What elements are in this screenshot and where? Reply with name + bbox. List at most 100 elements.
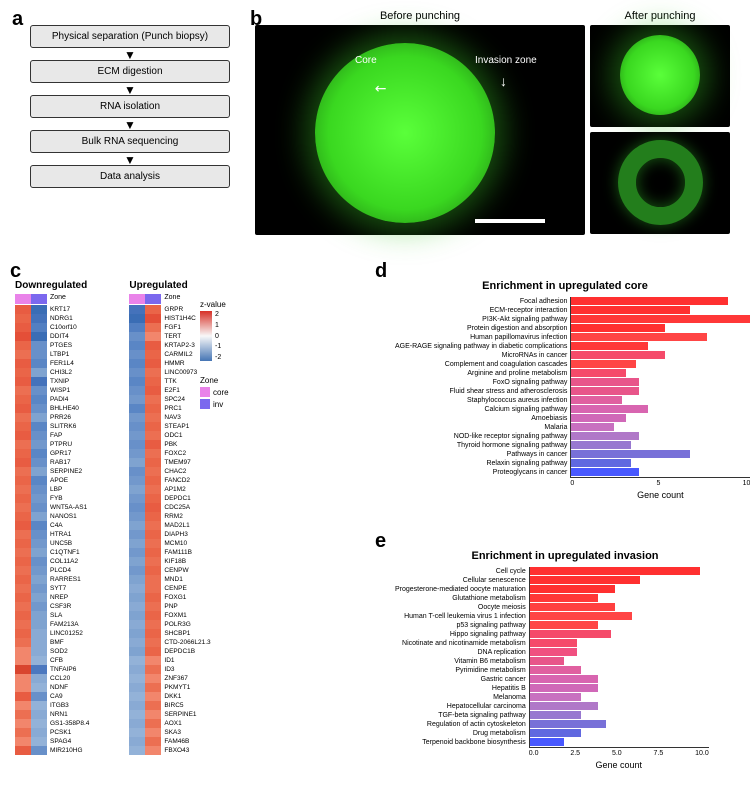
gene-label: MND1 [164, 576, 182, 583]
heatmap-row: ITGB3 [15, 701, 89, 710]
heatmap-row: NREP [15, 593, 89, 602]
bar [530, 702, 598, 710]
heatmap-row: C4A [15, 521, 89, 530]
gene-label: CENPE [164, 585, 186, 592]
gene-label: TERT [164, 333, 181, 340]
heatmap-row: FBXO43 [129, 746, 210, 755]
heatmap-row: PADI4 [15, 395, 89, 404]
heatmap-row: CFB [15, 656, 89, 665]
heatmap-legend: z-value 210-1-2 Zone coreinv [200, 300, 229, 424]
bar-label: AGE-RAGE signaling pathway in diabetic c… [395, 342, 567, 351]
gene-label: C4A [50, 522, 63, 529]
gene-label: COL11A2 [50, 558, 78, 565]
bar [571, 297, 727, 305]
bar [571, 396, 622, 404]
gene-label: PNP [164, 603, 177, 610]
z-gradient-icon [200, 311, 212, 361]
gene-label: RAB17 [50, 459, 71, 466]
microscopy-after-top [590, 25, 730, 127]
flow-step: Physical separation (Punch biopsy) [30, 25, 230, 48]
gene-label: CSF3R [50, 603, 71, 610]
heatmap-row: FOXM1 [129, 611, 210, 620]
heatmap-row: KRTAP2-3 [129, 341, 210, 350]
heatmap-row: SHCBP1 [129, 629, 210, 638]
bar-label: Staphylococcus aureus infection [395, 396, 567, 405]
gene-label: NAV3 [164, 414, 181, 421]
heatmap-row: CHI3L2 [15, 368, 89, 377]
flow-step: Data analysis [30, 165, 230, 188]
heatmap-row: KRT17 [15, 305, 89, 314]
heatmap-row: WISP1 [15, 386, 89, 395]
heatmap-row: HIST1H4C [129, 314, 210, 323]
heatmap-row: PTPRU [15, 440, 89, 449]
bar-label: p53 signaling pathway [395, 621, 526, 630]
heatmap-row: FER1L4 [15, 359, 89, 368]
bar [571, 315, 750, 323]
gene-label: TXNIP [50, 378, 69, 385]
gene-label: FAM111B [164, 549, 192, 556]
bar-label: Oocyte meiosis [395, 603, 526, 612]
bar [530, 585, 615, 593]
heatmap-row: DEPDC1 [129, 494, 210, 503]
heatmap-row: LTBP1 [15, 350, 89, 359]
bar [530, 648, 578, 656]
heatmap-row: DKK1 [129, 692, 210, 701]
bar-label: Complement and coagulation cascades [395, 360, 567, 369]
heatmap-row: RAB17 [15, 458, 89, 467]
heatmap-row: GS1-358P8.4 [15, 719, 89, 728]
axis-label: Gene count [570, 490, 750, 500]
heatmap-row: PBK [129, 440, 210, 449]
heatmap-row: E2F1 [129, 386, 210, 395]
panel-b-microscopy: 3D spheroid (invading) Before punching C… [255, 10, 735, 235]
bar-label: Arginine and proline metabolism [395, 369, 567, 378]
flow-arrow-icon: ▼ [30, 52, 230, 58]
bar [530, 630, 612, 638]
zone-legend-label: Zone [200, 376, 229, 385]
bar-label: Fluid shear stress and atherosclerosis [395, 387, 567, 396]
bar-label: Focal adhesion [395, 297, 567, 306]
flow-step: Bulk RNA sequencing [30, 130, 230, 153]
gene-label: FAP [50, 432, 62, 439]
heatmap-row: TERT [129, 332, 210, 341]
gene-label: WISP1 [50, 387, 70, 394]
heatmap-row: ID1 [129, 656, 210, 665]
bar-label: Drug metabolism [395, 729, 526, 738]
bar [530, 603, 615, 611]
gene-label: NDRG1 [50, 315, 73, 322]
gene-label: DDIT4 [50, 333, 69, 340]
bar [530, 657, 564, 665]
heatmap-row: CARMIL2 [129, 350, 210, 359]
gene-label: TNFAIP6 [50, 666, 76, 673]
gene-label: FOXG1 [164, 594, 186, 601]
heatmap-row: WNT5A-AS1 [15, 503, 89, 512]
panel-e-label: e [375, 530, 386, 553]
bar-label: Amoebiasis [395, 414, 567, 423]
gene-label: AOX1 [164, 720, 181, 727]
bar-label: Gastric cancer [395, 675, 526, 684]
heatmap-row: FGF1 [129, 323, 210, 332]
bar-label: Progesterone-mediated oocyte maturation [395, 585, 526, 594]
bar-label: ECM-receptor interaction [395, 306, 567, 315]
heatmap-row: BHLHE40 [15, 404, 89, 413]
gene-label: NRN1 [50, 711, 68, 718]
gene-label: SERPINE1 [164, 711, 196, 718]
heatmap-row: SOD2 [15, 647, 89, 656]
gene-label: DEPDC1 [164, 495, 190, 502]
down-title: Downregulated [15, 280, 89, 291]
bar [571, 324, 665, 332]
bar [530, 711, 581, 719]
heatmap-row: SERPINE1 [129, 710, 210, 719]
heatmap-row: NAV3 [129, 413, 210, 422]
bar [530, 729, 581, 737]
heatmap-row: SPC24 [129, 395, 210, 404]
gene-label: FGF1 [164, 324, 181, 331]
gene-label: AP1M2 [164, 486, 185, 493]
heatmap-row: KIF18B [129, 557, 210, 566]
gene-label: ID1 [164, 657, 174, 664]
gene-label: NDNF [50, 684, 68, 691]
gene-label: SPAG4 [50, 738, 71, 745]
microscopy-after-bottom [590, 132, 730, 234]
bar-label: Vitamin B6 metabolism [395, 657, 526, 666]
gene-label: CA9 [50, 693, 63, 700]
gene-label: SLITRK6 [50, 423, 76, 430]
